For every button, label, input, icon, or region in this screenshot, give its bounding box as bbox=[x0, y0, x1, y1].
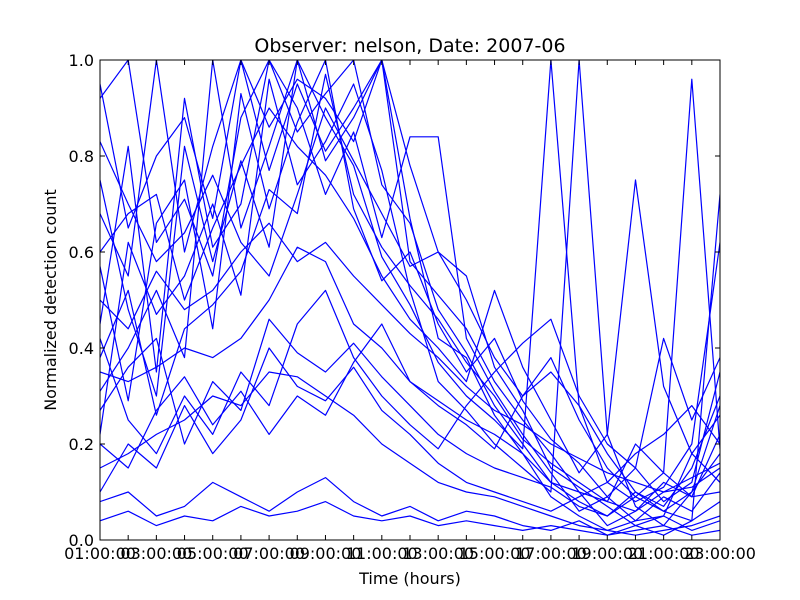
series-line-6 bbox=[100, 60, 720, 527]
x-tick-label: 07:00:00 bbox=[233, 544, 305, 563]
x-axis-title: Time (hours) bbox=[358, 569, 461, 588]
x-tick-label: 11:00:00 bbox=[346, 544, 418, 563]
x-tick-label: 01:00:00 bbox=[64, 544, 136, 563]
series-line-20 bbox=[100, 323, 720, 512]
x-tick-label: 05:00:00 bbox=[177, 544, 249, 563]
series-line-14 bbox=[100, 107, 720, 522]
series-line-13 bbox=[100, 347, 720, 512]
series-line-4 bbox=[100, 60, 720, 503]
series-line-7 bbox=[100, 60, 720, 532]
x-axis: 01:00:0003:00:0005:00:0007:00:0009:00:00… bbox=[64, 60, 756, 563]
chart-title: Observer: nelson, Date: 2007-06 bbox=[254, 35, 565, 57]
x-tick-label: 23:00:00 bbox=[684, 544, 756, 563]
series-line-18 bbox=[100, 501, 720, 536]
series-line-11 bbox=[100, 107, 720, 483]
y-axis-title: Normalized detection count bbox=[41, 189, 60, 411]
series-line-15 bbox=[100, 222, 720, 493]
x-tick-label: 21:00:00 bbox=[628, 544, 700, 563]
y-tick-label: 0.6 bbox=[69, 243, 94, 262]
x-tick-label: 03:00:00 bbox=[120, 544, 192, 563]
series-line-2 bbox=[100, 60, 720, 527]
series-line-16 bbox=[100, 78, 720, 517]
y-tick-label: 0.4 bbox=[69, 339, 94, 358]
x-tick-label: 19:00:00 bbox=[571, 544, 643, 563]
series-line-10 bbox=[100, 371, 720, 536]
series-line-5 bbox=[100, 60, 720, 503]
series-layer bbox=[100, 60, 720, 536]
y-axis: 0.0 0.2 0.4 0.6 0.8 1.0 bbox=[69, 51, 720, 550]
series-line-19 bbox=[100, 73, 720, 503]
y-tick-label: 1.0 bbox=[69, 51, 94, 70]
x-tick-label: 09:00:00 bbox=[290, 544, 362, 563]
y-tick-label: 0.0 bbox=[69, 531, 94, 550]
plot-area bbox=[99, 59, 721, 541]
y-tick-label: 0.8 bbox=[69, 147, 94, 166]
y-tick-label: 0.2 bbox=[69, 435, 94, 454]
x-tick-label: 13:00:00 bbox=[402, 544, 474, 563]
x-tick-label: 17:00:00 bbox=[515, 544, 587, 563]
series-line-17 bbox=[100, 60, 720, 536]
series-line-12 bbox=[100, 289, 720, 469]
x-tick-label: 15:00:00 bbox=[459, 544, 531, 563]
